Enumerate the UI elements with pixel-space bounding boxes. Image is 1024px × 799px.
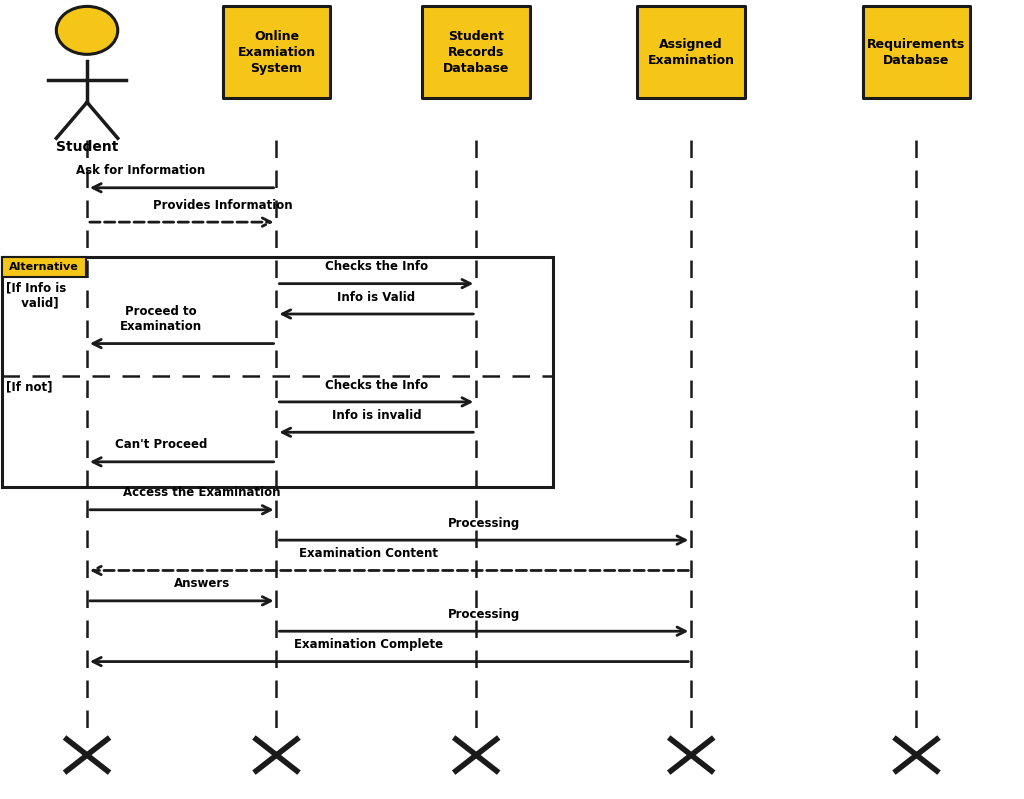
Text: Examination Content: Examination Content — [299, 547, 438, 560]
Text: Processing: Processing — [447, 608, 520, 621]
Text: Info is Valid: Info is Valid — [337, 291, 416, 304]
Text: Checks the Info: Checks the Info — [325, 260, 428, 273]
Text: Access the Examination: Access the Examination — [124, 487, 281, 499]
Bar — [2, 257, 553, 487]
Text: Can't Proceed: Can't Proceed — [115, 439, 208, 451]
Text: Student
Records
Database: Student Records Database — [443, 30, 509, 75]
Text: Answers: Answers — [174, 578, 230, 590]
Text: Ask for Information: Ask for Information — [76, 165, 206, 177]
Text: Provides Information: Provides Information — [153, 199, 293, 212]
Text: Student: Student — [56, 140, 118, 154]
Text: Assigned
Examination: Assigned Examination — [648, 38, 734, 67]
Bar — [862, 6, 971, 98]
Text: Info is invalid: Info is invalid — [332, 409, 421, 422]
Text: Examination Complete: Examination Complete — [294, 638, 443, 651]
Text: Alternative: Alternative — [9, 262, 79, 272]
Bar — [2, 257, 86, 277]
Text: Checks the Info: Checks the Info — [325, 379, 428, 392]
Text: Requirements
Database: Requirements Database — [867, 38, 966, 67]
Bar — [637, 6, 745, 98]
Text: [If Info is
  valid]: [If Info is valid] — [6, 281, 67, 309]
Text: Online
Examiation
System: Online Examiation System — [238, 30, 315, 75]
Text: Proceed to
Examination: Proceed to Examination — [120, 305, 203, 333]
Text: [If not]: [If not] — [6, 380, 52, 393]
Bar — [423, 6, 530, 98]
Text: Processing: Processing — [447, 517, 520, 530]
Circle shape — [56, 6, 118, 54]
Bar — [223, 6, 330, 98]
